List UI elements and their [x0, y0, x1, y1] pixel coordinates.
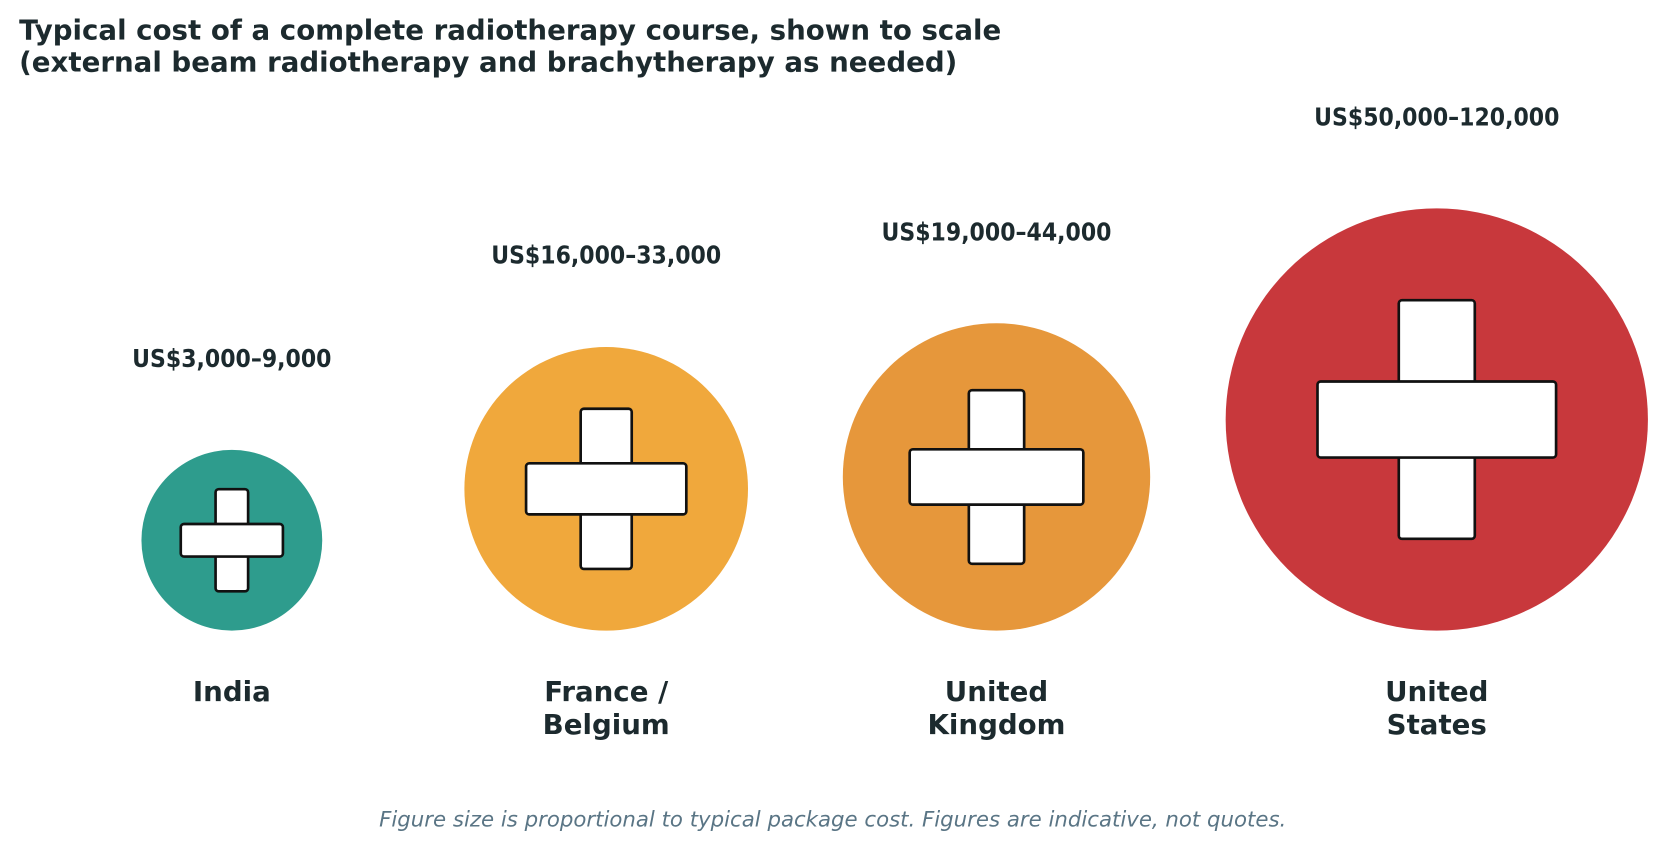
chart-title: Typical cost of a complete radiotherapy … [19, 14, 1002, 79]
category-label: United Kingdom [927, 676, 1066, 742]
cross-horizontal [1316, 380, 1558, 459]
value-label: US$50,000–120,000 [1314, 104, 1560, 132]
value-label: US$16,000–33,000 [491, 242, 722, 271]
category-label: India [192, 676, 271, 709]
category-label: France / Belgium [542, 676, 670, 742]
category-label: United States [1385, 676, 1489, 742]
cross-horizontal [179, 522, 285, 558]
caption: Figure size is proportional to typical p… [379, 806, 1287, 832]
cross-horizontal [524, 462, 688, 516]
value-label: US$19,000–44,000 [881, 219, 1112, 247]
value-label: US$3,000–9,000 [132, 345, 332, 374]
cross-horizontal [908, 447, 1085, 506]
